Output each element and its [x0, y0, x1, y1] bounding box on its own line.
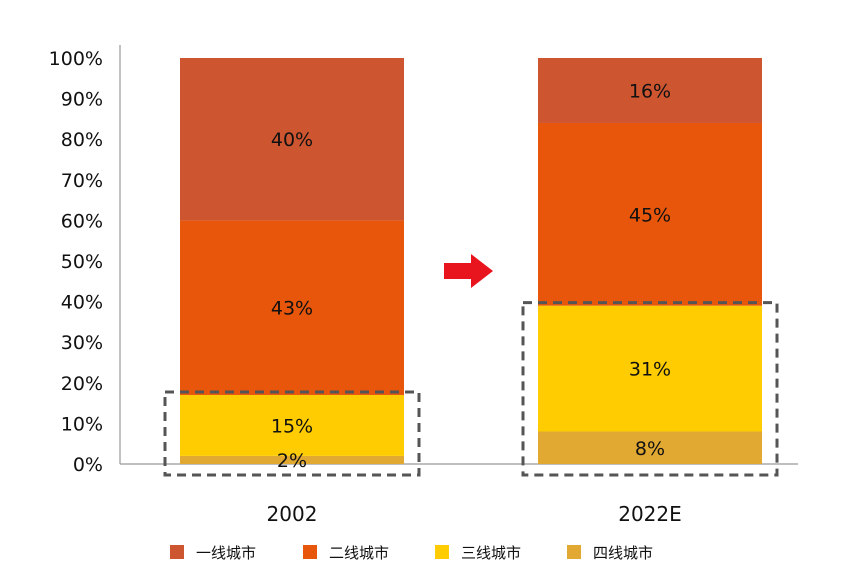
y-tick-label: 30%	[61, 332, 103, 354]
data-label: 45%	[629, 204, 671, 226]
y-tick-label: 40%	[61, 292, 103, 314]
bar-segment	[180, 455, 404, 464]
y-tick-label: 70%	[61, 170, 103, 192]
legend-label: 二线城市	[329, 544, 389, 562]
highlight-box	[521, 301, 779, 477]
y-tick-label: 50%	[61, 251, 103, 273]
legend-label: 四线城市	[593, 544, 653, 562]
legend-label: 三线城市	[461, 544, 521, 562]
data-label: 16%	[629, 80, 671, 102]
legend-swatch	[170, 545, 184, 559]
data-label: 15%	[271, 415, 313, 437]
chart-data-labels: 2% 15% 43% 40% 8% 31% 45% 16%	[271, 80, 671, 471]
chart-legend: 一线城市 二线城市 三线城市 四线城市	[170, 544, 653, 562]
data-label: 31%	[629, 359, 671, 381]
data-label: 8%	[635, 438, 665, 460]
legend-swatch	[435, 545, 449, 559]
legend-swatch	[567, 545, 581, 559]
bar-segment	[180, 220, 404, 395]
y-tick-label: 100%	[49, 48, 103, 70]
right-arrow-shape	[444, 254, 493, 288]
bar-segment	[180, 394, 404, 456]
x-category-label: 2022E	[618, 502, 682, 526]
bar-segment	[180, 58, 404, 221]
data-label: 43%	[271, 298, 313, 320]
highlight-boxes	[163, 301, 779, 477]
legend-label: 一线城市	[196, 544, 256, 562]
bar-segment	[538, 431, 762, 464]
data-label: 40%	[271, 129, 313, 151]
highlight-box	[163, 390, 421, 477]
y-tick-label: 60%	[61, 210, 103, 232]
chart-bars	[180, 58, 762, 464]
bar-segment	[538, 58, 762, 123]
y-tick-label: 20%	[61, 373, 103, 395]
legend-swatch	[303, 545, 317, 559]
data-label: 2%	[277, 450, 307, 472]
y-tick-label: 10%	[61, 413, 103, 435]
chart-axes: 0% 10% 20% 30% 40% 50% 60% 70% 80% 90% 100% 2002 202…	[49, 45, 798, 526]
x-category-label: 2002	[267, 502, 318, 526]
y-tick-label: 0%	[73, 454, 103, 476]
y-tick-label: 80%	[61, 129, 103, 151]
trend-arrow-icon	[444, 254, 493, 288]
y-tick-label: 90%	[61, 89, 103, 111]
bar-segment	[538, 122, 762, 306]
bar-segment	[538, 305, 762, 432]
